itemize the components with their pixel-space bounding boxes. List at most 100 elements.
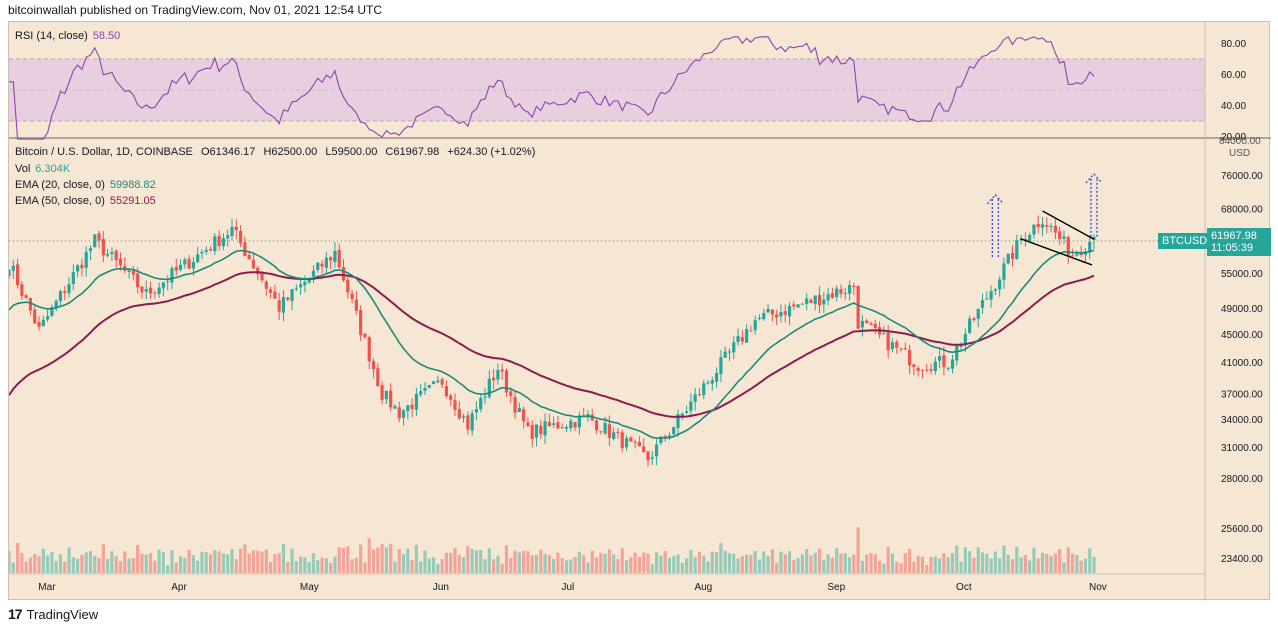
candle-body[interactable] [749,330,753,332]
candle-body[interactable] [320,263,324,267]
candle-body[interactable] [659,436,663,444]
candle-body[interactable] [453,400,457,410]
candle-body[interactable] [359,310,363,336]
candle-body[interactable] [809,299,813,303]
candle-body[interactable] [376,368,380,386]
candle-body[interactable] [968,318,972,333]
candle-body[interactable] [912,364,916,367]
candle-body[interactable] [882,333,886,335]
candle-body[interactable] [852,285,856,288]
candle-body[interactable] [431,381,436,385]
candle-body[interactable] [509,391,513,396]
candle-body[interactable] [54,300,58,308]
candle-body[interactable] [380,385,384,400]
candle-body[interactable] [500,369,504,372]
candle-body[interactable] [479,397,483,410]
candle-body[interactable] [166,281,170,283]
candle-body[interactable] [697,394,702,396]
candle-body[interactable] [406,405,410,412]
candle-body[interactable] [157,287,161,294]
candle-body[interactable] [9,269,11,277]
candle-body[interactable] [620,432,624,449]
candle-body[interactable] [71,272,75,284]
candle-body[interactable] [483,396,487,398]
candle-body[interactable] [766,308,770,313]
candle-body[interactable] [715,372,719,382]
candle-body[interactable] [88,248,93,252]
candle-body[interactable] [174,266,178,271]
breakout-arrow-right[interactable] [1085,172,1103,237]
candle-body[interactable] [654,444,659,457]
candle-body[interactable] [569,420,573,429]
candle-body[interactable] [650,457,654,459]
candle-body[interactable] [1049,226,1053,228]
candle-body[interactable] [860,320,865,328]
candle-body[interactable] [311,270,316,277]
candle-body[interactable] [980,300,985,308]
candle-body[interactable] [577,415,581,428]
candle-body[interactable] [363,333,367,338]
chart-frame[interactable]: 76000.0068000.0061000.0055000.0049000.00… [8,21,1271,601]
candle-body[interactable] [916,367,920,371]
candle-body[interactable] [792,304,796,307]
candle-body[interactable] [144,289,148,292]
candle-body[interactable] [277,300,281,312]
candle-body[interactable] [830,293,834,298]
main-legend[interactable]: Bitcoin / U.S. Dollar, 1D, COINBASE O613… [15,146,535,158]
candle-body[interactable] [24,295,28,298]
candle-body[interactable] [118,258,123,266]
candle-body[interactable] [423,388,427,391]
candle-body[interactable] [629,437,633,442]
candle-body[interactable] [684,411,689,413]
candle-body[interactable] [543,421,547,436]
candle-body[interactable] [805,298,809,304]
candle-body[interactable] [457,408,461,419]
candle-body[interactable] [534,424,539,438]
candle-body[interactable] [612,432,616,440]
candle-body[interactable] [599,431,603,433]
candle-body[interactable] [384,390,388,400]
candle-body[interactable] [740,337,744,342]
candle-body[interactable] [470,413,474,431]
candle-body[interactable] [873,323,877,329]
candle-body[interactable] [985,298,989,300]
candle-body[interactable] [341,267,346,281]
candle-body[interactable] [28,298,33,311]
candle-body[interactable] [427,384,431,388]
candle-body[interactable] [710,380,714,384]
candle-body[interactable] [256,267,260,275]
candle-body[interactable] [367,337,371,362]
candle-body[interactable] [946,367,950,369]
candle-body[interactable] [522,409,526,422]
candle-body[interactable] [839,289,843,294]
candle-body[interactable] [890,342,895,350]
candle-body[interactable] [84,251,88,268]
candle-body[interactable] [337,250,341,268]
candle-body[interactable] [680,413,684,416]
candle-body[interactable] [1040,224,1045,228]
candle-body[interactable] [191,262,196,269]
candle-body[interactable] [153,292,157,294]
candle-body[interactable] [504,370,509,393]
ema20-legend[interactable]: EMA (20, close, 0) 59988.82 [15,179,156,191]
candle-body[interactable] [226,235,230,239]
candle-body[interactable] [942,355,946,368]
candle-body[interactable] [727,351,732,353]
candle-body[interactable] [813,295,817,304]
candle-body[interactable] [393,405,397,409]
candle-body[interactable] [1036,223,1040,228]
candle-body[interactable] [397,407,401,419]
candle-body[interactable] [1045,225,1049,227]
candle-body[interactable] [586,413,590,417]
candle-body[interactable] [907,349,912,366]
candle-body[interactable] [539,425,543,435]
candle-body[interactable] [925,369,929,371]
channel-upper-line[interactable] [1042,210,1095,240]
candle-body[interactable] [389,390,393,408]
candle-body[interactable] [736,336,740,342]
candle-body[interactable] [903,348,907,350]
candle-body[interactable] [616,431,620,433]
candle-body[interactable] [513,396,517,413]
vol-legend[interactable]: Vol 6.304K [15,163,70,175]
candle-body[interactable] [847,285,852,294]
